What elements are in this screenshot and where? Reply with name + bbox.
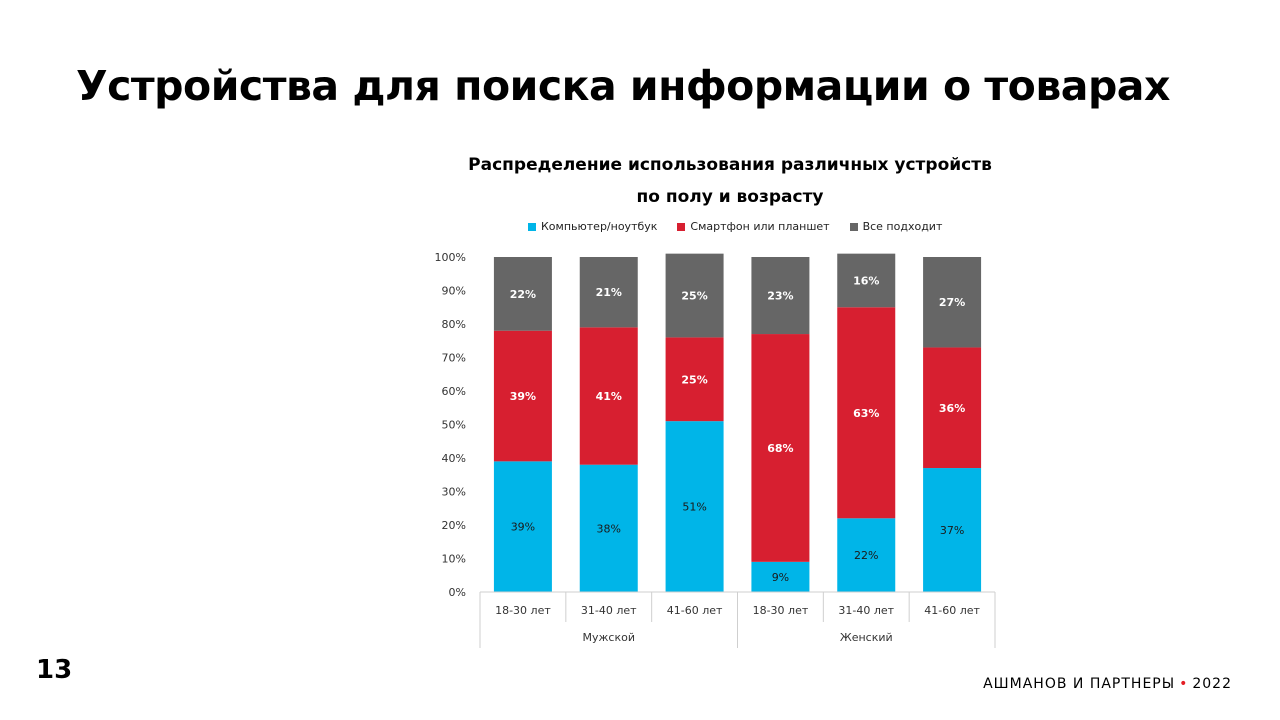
page-number: 13 <box>36 655 73 685</box>
y-tick-label: 50% <box>442 419 466 432</box>
x-tick-label: 31-40 лет <box>581 604 637 617</box>
y-tick-label: 70% <box>442 352 466 365</box>
footer-dot-icon: • <box>1179 676 1189 692</box>
y-tick-label: 100% <box>435 251 466 264</box>
bar-smartphone <box>837 307 896 519</box>
data-label-both: 21% <box>596 286 622 299</box>
chart-legend: Компьютер/ноутбук Смартфон или планшет В… <box>528 220 942 233</box>
x-group-label: Женский <box>840 631 893 644</box>
legend-swatch-computer <box>528 222 536 231</box>
data-label-both: 16% <box>853 274 879 287</box>
x-tick-label: 18-30 лет <box>495 604 551 617</box>
y-tick-label: 40% <box>442 452 466 465</box>
data-label-smartphone: 63% <box>853 407 879 420</box>
bar-both <box>665 253 724 338</box>
bar-smartphone <box>493 330 552 462</box>
data-label-both: 27% <box>939 296 965 309</box>
data-label-computer: 39% <box>511 521 535 534</box>
y-tick-label: 0% <box>449 586 466 599</box>
footer-brand-name: АШМАНОВ И ПАРТНЕРЫ <box>983 676 1176 692</box>
legend-item-smartphone: Смартфон или планшет <box>677 220 830 233</box>
y-tick-label: 20% <box>442 519 466 532</box>
data-label-computer: 22% <box>854 549 878 562</box>
bar-smartphone <box>923 347 982 469</box>
y-tick-label: 10% <box>442 553 466 566</box>
footer-brand: АШМАНОВ И ПАРТНЕРЫ • 2022 <box>983 676 1232 692</box>
x-tick-label: 18-30 лет <box>753 604 809 617</box>
legend-label-smartphone: Смартфон или планшет <box>690 220 830 233</box>
bar-computer <box>579 464 638 592</box>
bar-computer <box>665 421 724 592</box>
data-label-computer: 51% <box>682 501 706 514</box>
chart-title-line2: по полу и возрасту <box>636 187 824 207</box>
x-group-label: Мужской <box>583 631 635 644</box>
y-tick-label: 90% <box>442 285 466 298</box>
data-label-computer: 38% <box>597 522 621 535</box>
bar-computer <box>751 561 810 592</box>
bar-smartphone <box>751 334 810 562</box>
data-label-computer: 9% <box>772 571 789 584</box>
bar-both <box>837 253 896 308</box>
data-label-computer: 37% <box>940 524 964 537</box>
data-label-smartphone: 68% <box>767 442 793 455</box>
y-tick-label: 80% <box>442 318 466 331</box>
legend-item-computer: Компьютер/ноутбук <box>528 220 657 233</box>
data-label-smartphone: 41% <box>596 390 622 403</box>
chart-title-line1: Распределение использования различных ус… <box>468 155 992 175</box>
bar-both <box>923 257 982 348</box>
bar-smartphone <box>665 337 724 422</box>
y-tick-label: 60% <box>442 385 466 398</box>
data-label-smartphone: 36% <box>939 402 965 415</box>
legend-item-both: Все подходит <box>849 220 943 233</box>
data-label-smartphone: 39% <box>510 390 536 403</box>
legend-swatch-smartphone <box>677 222 686 231</box>
bar-computer <box>923 468 982 592</box>
x-tick-label: 31-40 лет <box>838 604 894 617</box>
page-title: Устройства для поиска информации о товар… <box>76 62 1170 110</box>
data-label-both: 23% <box>767 290 793 303</box>
legend-swatch-both <box>849 222 858 231</box>
bar-smartphone <box>579 327 638 465</box>
data-label-smartphone: 25% <box>681 373 707 386</box>
data-label-both: 22% <box>510 288 536 301</box>
legend-label-both: Все подходит <box>862 220 943 233</box>
legend-label-computer: Компьютер/ноутбук <box>541 220 658 233</box>
bar-computer <box>837 518 896 592</box>
bar-both <box>493 257 552 331</box>
bar-both <box>579 257 638 328</box>
bar-both <box>751 257 810 335</box>
y-tick-label: 30% <box>442 486 466 499</box>
x-tick-label: 41-60 лет <box>667 604 723 617</box>
footer-year: 2022 <box>1192 676 1232 692</box>
data-label-both: 25% <box>681 290 707 303</box>
x-tick-label: 41-60 лет <box>924 604 980 617</box>
bar-computer <box>493 461 552 592</box>
